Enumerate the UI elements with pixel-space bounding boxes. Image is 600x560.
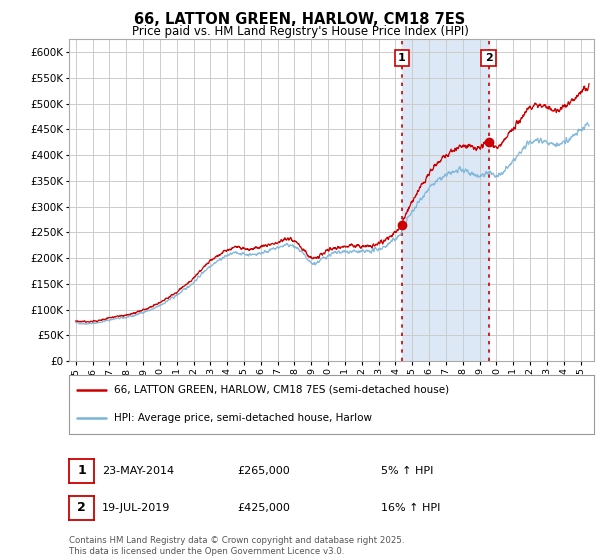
Bar bbox=[402, 39, 488, 361]
Text: 19-JUL-2019: 19-JUL-2019 bbox=[102, 503, 170, 513]
Text: 66, LATTON GREEN, HARLOW, CM18 7ES: 66, LATTON GREEN, HARLOW, CM18 7ES bbox=[134, 12, 466, 27]
Text: 5% ↑ HPI: 5% ↑ HPI bbox=[381, 466, 433, 476]
Text: 2: 2 bbox=[77, 501, 86, 515]
Text: HPI: Average price, semi-detached house, Harlow: HPI: Average price, semi-detached house,… bbox=[113, 413, 371, 423]
Text: Contains HM Land Registry data © Crown copyright and database right 2025.
This d: Contains HM Land Registry data © Crown c… bbox=[69, 536, 404, 556]
Text: 2: 2 bbox=[485, 53, 493, 63]
Text: 1: 1 bbox=[398, 53, 406, 63]
Text: 1: 1 bbox=[77, 464, 86, 478]
Text: 66, LATTON GREEN, HARLOW, CM18 7ES (semi-detached house): 66, LATTON GREEN, HARLOW, CM18 7ES (semi… bbox=[113, 385, 449, 395]
Text: £425,000: £425,000 bbox=[237, 503, 290, 513]
Text: 16% ↑ HPI: 16% ↑ HPI bbox=[381, 503, 440, 513]
Text: Price paid vs. HM Land Registry's House Price Index (HPI): Price paid vs. HM Land Registry's House … bbox=[131, 25, 469, 38]
Text: 23-MAY-2014: 23-MAY-2014 bbox=[102, 466, 174, 476]
Text: £265,000: £265,000 bbox=[237, 466, 290, 476]
